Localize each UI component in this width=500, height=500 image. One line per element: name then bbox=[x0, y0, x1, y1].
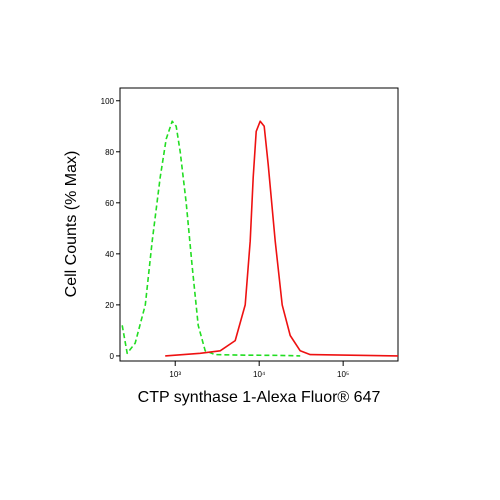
x-axis-title: CTP synthase 1-Alexa Fluor® 647 bbox=[138, 389, 381, 406]
plot-frame bbox=[119, 87, 399, 362]
y-axis-title: Cell Counts (% Max) bbox=[63, 151, 80, 298]
y-tick-label: 60 bbox=[105, 199, 114, 208]
x-tick-label: 10⁴ bbox=[253, 370, 266, 379]
x-tick-label: 10³ bbox=[169, 370, 181, 379]
y-tick-label: 80 bbox=[105, 148, 114, 157]
series-line bbox=[165, 120, 399, 357]
x-tick-label: 10⁵ bbox=[337, 370, 349, 379]
y-tick-label: 40 bbox=[105, 250, 114, 259]
series-line bbox=[121, 120, 301, 357]
y-tick-label: 0 bbox=[110, 352, 115, 361]
y-tick-label: 100 bbox=[101, 97, 115, 106]
y-tick-label: 20 bbox=[105, 301, 114, 310]
